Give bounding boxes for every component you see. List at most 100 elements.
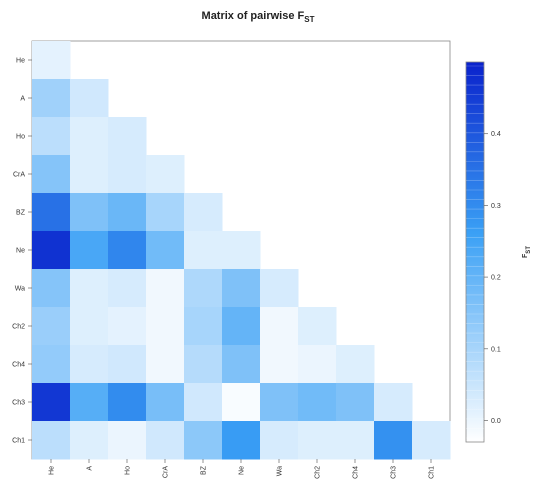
heatmap-cell bbox=[374, 421, 413, 460]
heatmap-cell bbox=[184, 231, 223, 270]
colorbar-tick-label: 0.0 bbox=[491, 418, 501, 425]
heatmap-cell bbox=[32, 155, 71, 194]
x-tick-label: Ne bbox=[239, 466, 246, 475]
y-tick-label: A bbox=[20, 96, 25, 103]
y-tick-label: BZ bbox=[16, 210, 26, 217]
colorbar-label: FST bbox=[522, 246, 532, 258]
y-tick-label: CrA bbox=[13, 172, 25, 179]
x-tick-label: Ch4 bbox=[353, 466, 360, 479]
heatmap-cell bbox=[184, 269, 223, 308]
heatmap-cell bbox=[70, 231, 109, 270]
colorbar-tick-label: 0.2 bbox=[491, 275, 501, 282]
heatmap-cell bbox=[108, 421, 147, 460]
x-tick-label: Ch1 bbox=[429, 466, 436, 479]
heatmap-cell bbox=[32, 41, 71, 80]
y-tick-label: He bbox=[16, 58, 25, 65]
heatmap-cell bbox=[32, 231, 71, 270]
y-axis-ticks: He A Ho CrA BZ Ne Wa Ch2 Ch4 Ch3 Ch1 bbox=[12, 58, 32, 445]
heatmap-cell bbox=[108, 193, 147, 232]
colorbar-tick-label: 0.4 bbox=[491, 131, 501, 138]
heatmap-cell bbox=[146, 231, 185, 270]
heatmap-cell bbox=[146, 383, 185, 422]
heatmap-cell bbox=[32, 193, 71, 232]
heatmap-cell bbox=[298, 383, 337, 422]
heatmap-cell bbox=[108, 155, 147, 194]
heatmap-cell bbox=[146, 193, 185, 232]
heatmap-cell bbox=[146, 307, 185, 346]
heatmap-cell bbox=[108, 231, 147, 270]
heatmap-cell bbox=[108, 307, 147, 346]
heatmap-cell bbox=[222, 307, 261, 346]
heatmap-cell bbox=[222, 269, 261, 308]
heatmap-cell bbox=[108, 345, 147, 384]
heatmap-cell bbox=[260, 383, 299, 422]
colorbar-tick-label: 0.1 bbox=[491, 346, 501, 353]
x-tick-label: A bbox=[87, 466, 94, 471]
colorbar-ticks: 0.0 0.1 0.2 0.3 0.4 bbox=[466, 65, 501, 439]
y-tick-label: Ne bbox=[16, 248, 25, 255]
heatmap-cell bbox=[70, 79, 109, 118]
heatmap-cell bbox=[70, 421, 109, 460]
heatmap-cell bbox=[70, 307, 109, 346]
heatmap-cell bbox=[298, 421, 337, 460]
heatmap-cell bbox=[184, 383, 223, 422]
heatmap-cell bbox=[70, 117, 109, 156]
heatmap-cell bbox=[146, 421, 185, 460]
y-tick-label: Ch1 bbox=[12, 438, 25, 445]
x-tick-label: Ho bbox=[125, 466, 132, 475]
heatmap-cell bbox=[70, 345, 109, 384]
heatmap-cell bbox=[108, 269, 147, 308]
x-axis-ticks: He A Ho CrA BZ Ne Wa Ch2 Ch4 Ch3 Ch1 bbox=[49, 459, 436, 479]
heatmap-cell bbox=[146, 155, 185, 194]
x-tick-label: CrA bbox=[163, 466, 170, 478]
heatmap-cell bbox=[32, 421, 71, 460]
heatmap-cell bbox=[32, 117, 71, 156]
x-tick-label: Wa bbox=[277, 466, 284, 476]
x-tick-label: He bbox=[49, 466, 56, 475]
heatmap-cell bbox=[32, 307, 71, 346]
heatmap-cell bbox=[32, 383, 71, 422]
heatmap-cell bbox=[32, 345, 71, 384]
heatmap-cell bbox=[374, 383, 413, 422]
heatmap-cells bbox=[32, 41, 451, 460]
heatmap-cell bbox=[184, 345, 223, 384]
y-tick-label: Ho bbox=[16, 134, 25, 141]
heatmap-cell bbox=[70, 269, 109, 308]
heatmap-cell bbox=[222, 231, 261, 270]
heatmap-cell bbox=[184, 421, 223, 460]
heatmap-cell bbox=[70, 155, 109, 194]
heatmap-cell bbox=[222, 345, 261, 384]
x-tick-label: Ch3 bbox=[391, 466, 398, 479]
colorbar bbox=[465, 61, 485, 443]
heatmap-cell bbox=[260, 269, 299, 308]
heatmap-cell bbox=[184, 307, 223, 346]
y-tick-label: Ch3 bbox=[12, 400, 25, 407]
heatmap-cell bbox=[32, 269, 71, 308]
heatmap-cell bbox=[412, 421, 451, 460]
heatmap-cell bbox=[70, 193, 109, 232]
heatmap-cell bbox=[260, 307, 299, 346]
y-tick-label: Ch2 bbox=[12, 324, 25, 331]
heatmap-cell bbox=[336, 383, 375, 422]
heatmap-cell bbox=[108, 383, 147, 422]
heatmap-cell bbox=[336, 345, 375, 384]
heatmap-cell bbox=[108, 117, 147, 156]
heatmap-cell bbox=[336, 421, 375, 460]
chart-title: Matrix of pairwise FST bbox=[202, 10, 315, 24]
heatmap-cell bbox=[260, 421, 299, 460]
heatmap-cell bbox=[298, 307, 337, 346]
heatmap-cell bbox=[32, 79, 71, 118]
heatmap-cell bbox=[146, 269, 185, 308]
colorbar-tick-label: 0.3 bbox=[491, 203, 501, 210]
heatmap-cell bbox=[298, 345, 337, 384]
heatmap-cell bbox=[222, 421, 261, 460]
heatmap-cell bbox=[146, 345, 185, 384]
x-tick-label: Ch2 bbox=[315, 466, 322, 479]
heatmap-cell bbox=[222, 383, 261, 422]
x-tick-label: BZ bbox=[201, 465, 208, 475]
heatmap-cell bbox=[184, 193, 223, 232]
y-tick-label: Ch4 bbox=[12, 362, 25, 369]
y-tick-label: Wa bbox=[15, 286, 25, 293]
heatmap-cell bbox=[260, 345, 299, 384]
